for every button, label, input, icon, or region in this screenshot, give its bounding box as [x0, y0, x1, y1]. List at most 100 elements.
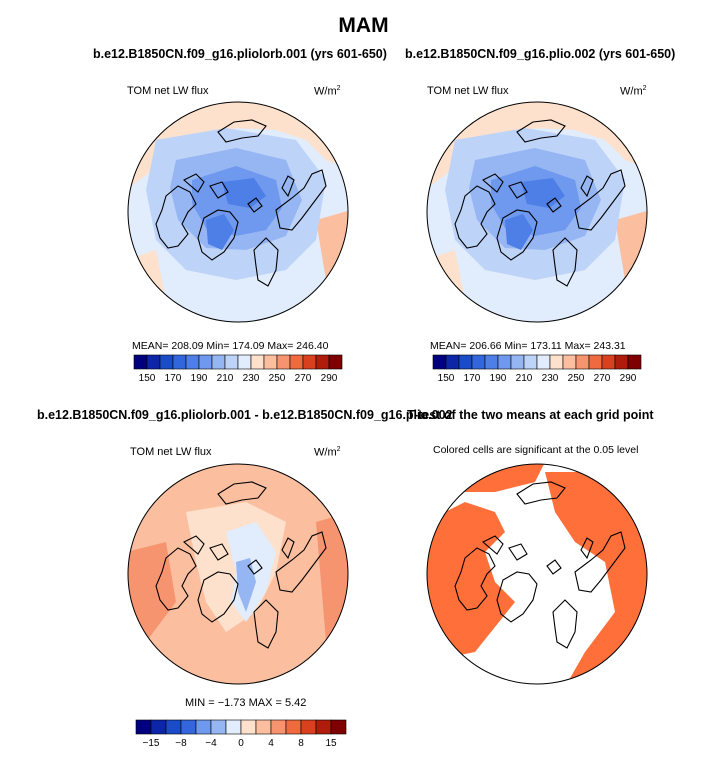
field-contour	[505, 214, 533, 250]
colorbar-box	[330, 719, 347, 735]
colorbar-tick-label: 150	[438, 373, 455, 384]
colorbar-tick-label: 250	[269, 373, 286, 384]
panel-3-colorbar: −15 −8 −4 0 4 8 15	[135, 719, 347, 749]
panel-3-map	[127, 463, 349, 685]
colorbar-tick-label: 190	[191, 373, 208, 384]
colorbar-box	[224, 354, 239, 370]
coastline	[209, 543, 229, 561]
panel-2-units: W/m2	[620, 85, 647, 98]
coastline	[552, 237, 578, 287]
colorbar-box	[270, 719, 287, 735]
colorbar-box	[523, 354, 538, 370]
colorbar-box	[150, 719, 167, 735]
colorbar-box	[510, 354, 525, 370]
coastline	[482, 535, 504, 555]
colorbar-box	[458, 354, 473, 370]
map-boundary	[127, 463, 349, 685]
colorbar-tick-label: 270	[594, 373, 611, 384]
colorbar-tick-label: 190	[490, 373, 507, 384]
colorbar-box	[588, 354, 603, 370]
coastline	[546, 197, 562, 213]
colorbar-box	[562, 354, 577, 370]
colorbar-box	[484, 354, 499, 370]
colorbar-box	[172, 354, 187, 370]
colorbar-box	[289, 354, 304, 370]
coastline	[482, 173, 504, 193]
colorbar-tick-label: −15	[143, 738, 160, 749]
colorbar-box	[300, 719, 317, 735]
colorbar-tick-label: −4	[205, 738, 217, 749]
map-boundary	[426, 101, 648, 323]
colorbar-box	[315, 719, 332, 735]
coastline	[574, 531, 626, 593]
colorbar-tick-label: 270	[295, 373, 312, 384]
field-contour	[427, 102, 647, 190]
colorbar-box	[497, 354, 512, 370]
coastline	[217, 481, 267, 505]
panel-1-variable: TOM net LW flux	[127, 85, 209, 97]
season-title: MAM	[338, 14, 389, 37]
colorbar-tick-label: 8	[298, 738, 304, 749]
colorbar-tick-label: 15	[325, 738, 337, 749]
colorbar-tick-label: 170	[165, 373, 182, 384]
coastline	[183, 173, 205, 193]
coastline	[197, 571, 239, 623]
colorbar-box	[614, 354, 629, 370]
coastline	[247, 559, 263, 575]
panel-1-colorbar: 150 170 190 210 230 250 270 290	[133, 354, 343, 384]
colorbar-tick-label: 210	[516, 373, 533, 384]
colorbar-box	[263, 354, 278, 370]
panel-1-title: b.e12.B1850CN.f09_g16.pliolorb.001 (yrs …	[93, 47, 387, 61]
colorbar-box	[240, 719, 257, 735]
panel-2-colorbar: 150 170 190 210 230 250 270 290	[432, 354, 642, 384]
coastline	[516, 481, 566, 505]
coastline	[496, 571, 538, 623]
colorbar-box	[445, 354, 460, 370]
coastline	[155, 547, 197, 611]
colorbar-box	[536, 354, 551, 370]
colorbar-box	[211, 354, 226, 370]
colorbar-box	[255, 719, 272, 735]
field-contour	[128, 102, 348, 190]
colorbar-tick-label: 250	[568, 373, 585, 384]
field-contour	[236, 558, 256, 612]
coastline	[508, 181, 528, 199]
colorbar-tick-label: 150	[139, 373, 156, 384]
panel-1-stats: MEAN= 208.09 Min= 174.09 Max= 246.40	[132, 340, 329, 352]
colorbar-box	[627, 354, 642, 370]
colorbar-box	[250, 354, 265, 370]
map-field	[128, 464, 348, 684]
colorbar-tick-label: 0	[238, 738, 244, 749]
coastline	[253, 237, 279, 287]
colorbar-box	[135, 719, 152, 735]
colorbar-box	[133, 354, 148, 370]
colorbar-tick-label: 230	[243, 373, 260, 384]
coastline	[454, 185, 496, 249]
colorbar-box	[285, 719, 302, 735]
panel-2-variable: TOM net LW flux	[427, 85, 509, 97]
colorbar-tick-label: −8	[175, 738, 187, 749]
coastline	[281, 537, 295, 560]
map-field	[427, 464, 647, 684]
colorbar-box	[575, 354, 590, 370]
coastline	[209, 181, 229, 199]
coastline	[217, 119, 267, 143]
panel-4-map	[426, 463, 648, 685]
colorbar-box	[210, 719, 227, 735]
colorbar-box	[180, 719, 197, 735]
coastline	[508, 543, 528, 561]
colorbar-box	[549, 354, 564, 370]
colorbar-box	[302, 354, 317, 370]
coastline	[496, 209, 538, 261]
coastline	[281, 175, 295, 198]
panel-2-stats: MEAN= 206.66 Min= 173.11 Max= 243.31	[430, 340, 626, 352]
coastline	[516, 119, 566, 143]
field-contour	[222, 178, 266, 208]
map-boundary	[127, 101, 349, 323]
panel-2-map	[426, 101, 648, 323]
colorbar-box	[432, 354, 447, 370]
coastline	[275, 531, 327, 593]
panel-1-map	[127, 101, 349, 323]
field-contour	[206, 214, 234, 250]
colorbar-box	[328, 354, 343, 370]
